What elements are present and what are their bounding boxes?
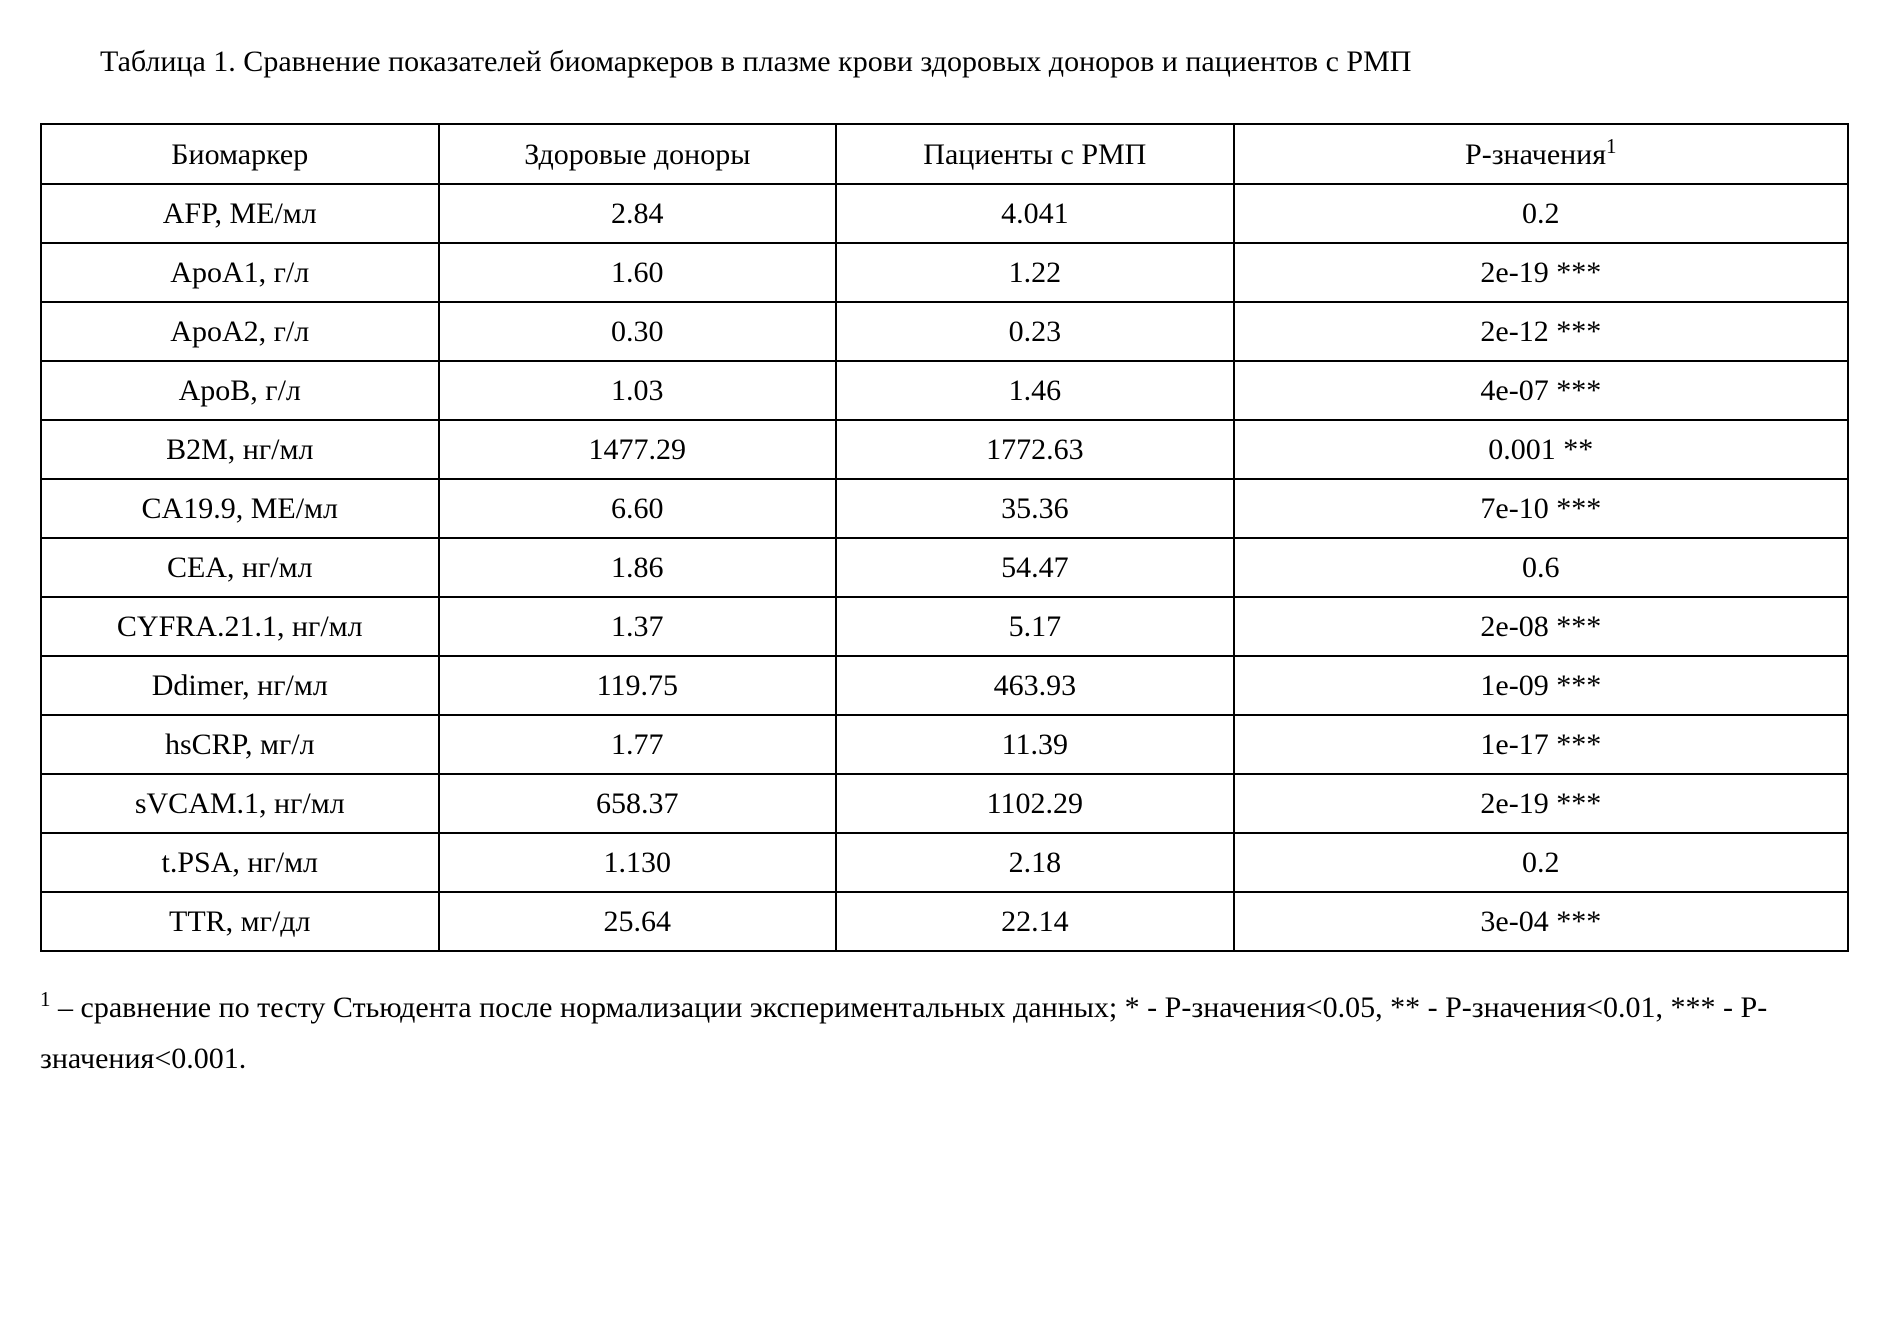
table-cell: TTR, мг/дл (41, 892, 439, 951)
table-cell: AFP, МЕ/мл (41, 184, 439, 243)
table-cell: 1772.63 (836, 420, 1234, 479)
table-cell: 6.60 (439, 479, 837, 538)
table-cell: 1.03 (439, 361, 837, 420)
table-cell: 0.2 (1234, 833, 1848, 892)
table-cell: 1.46 (836, 361, 1234, 420)
table-cell: 119.75 (439, 656, 837, 715)
table-cell: CA19.9, МЕ/мл (41, 479, 439, 538)
table-row: ApoA1, г/л1.601.222e-19 *** (41, 243, 1848, 302)
table-cell: 1.130 (439, 833, 837, 892)
table-cell: CEA, нг/мл (41, 538, 439, 597)
table-cell: 1477.29 (439, 420, 837, 479)
table-cell: 54.47 (836, 538, 1234, 597)
table-cell: 0.001 ** (1234, 420, 1848, 479)
table-row: TTR, мг/дл25.6422.143e-04 *** (41, 892, 1848, 951)
biomarker-table: Биомаркер Здоровые доноры Пациенты с РМП… (40, 123, 1849, 952)
col-header-pvalue: P-значения1 (1234, 124, 1848, 184)
table-cell: 25.64 (439, 892, 837, 951)
table-cell: 3e-04 *** (1234, 892, 1848, 951)
table-cell: 2.18 (836, 833, 1234, 892)
table-cell: 4e-07 *** (1234, 361, 1848, 420)
table-cell: 658.37 (439, 774, 837, 833)
table-cell: 35.36 (836, 479, 1234, 538)
table-row: sVCAM.1, нг/мл658.371102.292e-19 *** (41, 774, 1848, 833)
table-caption: Таблица 1. Сравнение показателей биомарк… (40, 30, 1849, 93)
table-cell: B2M, нг/мл (41, 420, 439, 479)
table-cell: 1.37 (439, 597, 837, 656)
table-cell: 1.60 (439, 243, 837, 302)
table-cell: 1.77 (439, 715, 837, 774)
table-cell: 2e-08 *** (1234, 597, 1848, 656)
table-cell: 2e-12 *** (1234, 302, 1848, 361)
table-cell: 1102.29 (836, 774, 1234, 833)
table-cell: 1.22 (836, 243, 1234, 302)
table-cell: 0.6 (1234, 538, 1848, 597)
table-row: AFP, МЕ/мл2.844.0410.2 (41, 184, 1848, 243)
table-cell: sVCAM.1, нг/мл (41, 774, 439, 833)
table-cell: ApoA1, г/л (41, 243, 439, 302)
table-row: B2M, нг/мл1477.291772.630.001 ** (41, 420, 1848, 479)
table-cell: 7e-10 *** (1234, 479, 1848, 538)
table-cell: 1.86 (439, 538, 837, 597)
table-row: Ddimer, нг/мл119.75463.931e-09 *** (41, 656, 1848, 715)
table-cell: 11.39 (836, 715, 1234, 774)
col-header-patients: Пациенты с РМП (836, 124, 1234, 184)
table-cell: 5.17 (836, 597, 1234, 656)
table-cell: 1e-17 *** (1234, 715, 1848, 774)
table-row: CEA, нг/мл1.8654.470.6 (41, 538, 1848, 597)
table-cell: 2.84 (439, 184, 837, 243)
table-row: ApoB, г/л1.031.464e-07 *** (41, 361, 1848, 420)
table-row: CA19.9, МЕ/мл6.6035.367e-10 *** (41, 479, 1848, 538)
table-cell: 4.041 (836, 184, 1234, 243)
table-cell: ApoA2, г/л (41, 302, 439, 361)
table-row: t.PSA, нг/мл1.1302.180.2 (41, 833, 1848, 892)
table-cell: hsCRP, мг/л (41, 715, 439, 774)
col-header-healthy: Здоровые доноры (439, 124, 837, 184)
table-cell: t.PSA, нг/мл (41, 833, 439, 892)
table-cell: 0.30 (439, 302, 837, 361)
table-cell: CYFRA.21.1, нг/мл (41, 597, 439, 656)
table-row: CYFRA.21.1, нг/мл1.375.172e-08 *** (41, 597, 1848, 656)
table-row: hsCRP, мг/л1.7711.391e-17 *** (41, 715, 1848, 774)
table-cell: ApoB, г/л (41, 361, 439, 420)
table-cell: 2e-19 *** (1234, 774, 1848, 833)
table-cell: 0.2 (1234, 184, 1848, 243)
table-cell: Ddimer, нг/мл (41, 656, 439, 715)
table-header-row: Биомаркер Здоровые доноры Пациенты с РМП… (41, 124, 1848, 184)
table-cell: 2e-19 *** (1234, 243, 1848, 302)
col-header-biomarker: Биомаркер (41, 124, 439, 184)
table-cell: 463.93 (836, 656, 1234, 715)
table-row: ApoA2, г/л0.300.232e-12 *** (41, 302, 1848, 361)
footnote: 1 – сравнение по тесту Стьюдента после н… (40, 982, 1849, 1084)
table-cell: 22.14 (836, 892, 1234, 951)
table-cell: 1e-09 *** (1234, 656, 1848, 715)
table-cell: 0.23 (836, 302, 1234, 361)
